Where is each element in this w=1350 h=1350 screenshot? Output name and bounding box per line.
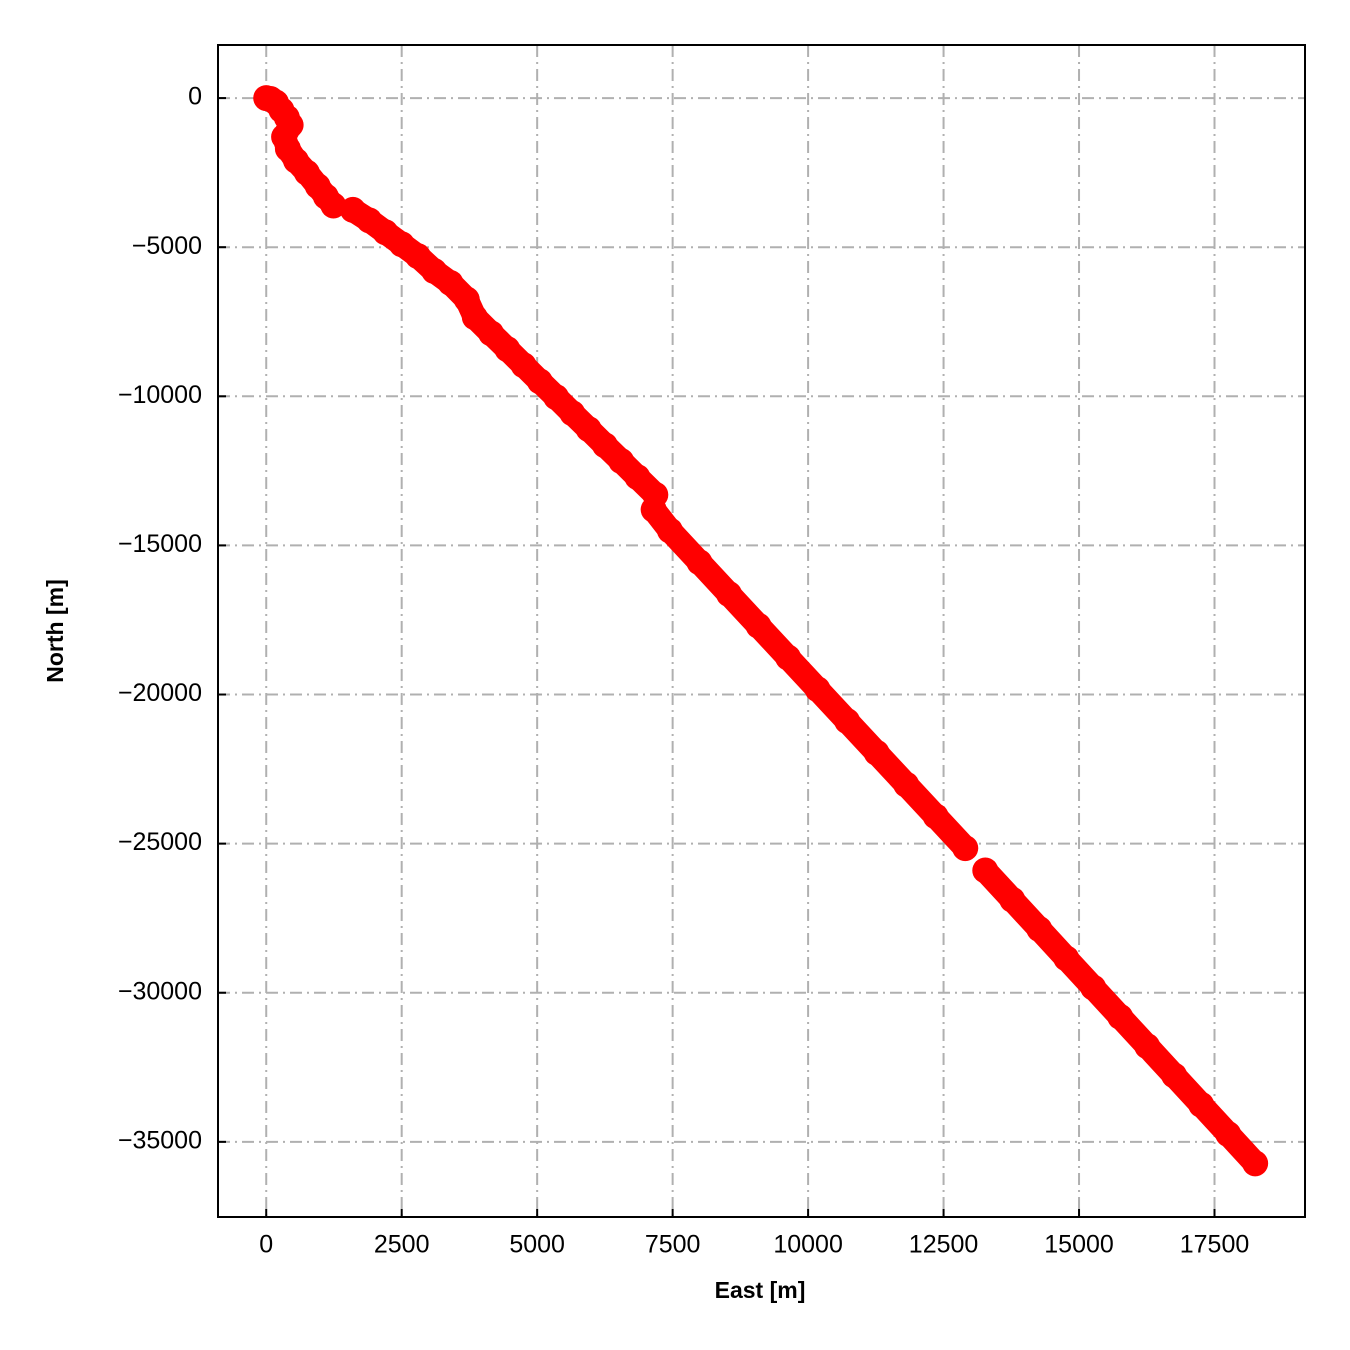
point [1107,1003,1134,1030]
point [437,269,464,296]
point [1188,1091,1215,1118]
y-tick-label: −35000 [118,1126,202,1154]
point [922,803,949,830]
point [834,708,861,735]
point [640,496,667,523]
x-tick-label: 12500 [909,1231,979,1259]
point [1161,1062,1188,1089]
point [1053,945,1080,972]
point [608,448,635,475]
x-tick-label: 2500 [374,1231,430,1259]
y-tick-label: −15000 [118,530,202,558]
point [952,835,979,862]
point [804,676,831,703]
point [972,857,999,884]
point [591,432,618,459]
x-tick-label: 5000 [509,1231,565,1259]
y-tick-label: −20000 [118,679,202,707]
point [863,739,890,766]
point [494,336,521,363]
y-tick-label: −5000 [132,232,202,260]
point [775,644,802,671]
point [575,416,602,443]
point [999,886,1026,913]
point [1080,974,1107,1001]
point [1134,1033,1161,1060]
x-axis-label: East [m] [715,1277,806,1303]
point [478,320,505,347]
x-tick-label: 10000 [773,1231,843,1259]
y-tick-label: −25000 [118,828,202,856]
point [1242,1150,1269,1177]
y-axis-label: North [m] [42,579,68,682]
x-tick-label: 15000 [1044,1231,1114,1259]
point [526,368,553,395]
point [745,612,772,639]
point [893,771,920,798]
point [320,192,347,219]
point [686,549,713,576]
point [461,304,488,331]
x-tick-label: 7500 [645,1231,701,1259]
point [510,352,537,379]
point [559,400,586,427]
y-tick-label: −30000 [118,977,202,1005]
point [715,581,742,608]
x-tick-label: 0 [259,1231,273,1259]
x-tick-label: 17500 [1180,1231,1250,1259]
point [543,384,570,411]
y-tick-label: 0 [188,83,202,111]
point [624,464,651,491]
y-tick-label: −10000 [118,381,202,409]
point [656,517,683,544]
plot-frame [217,44,1306,1218]
point [1026,916,1053,943]
point [1215,1121,1242,1148]
